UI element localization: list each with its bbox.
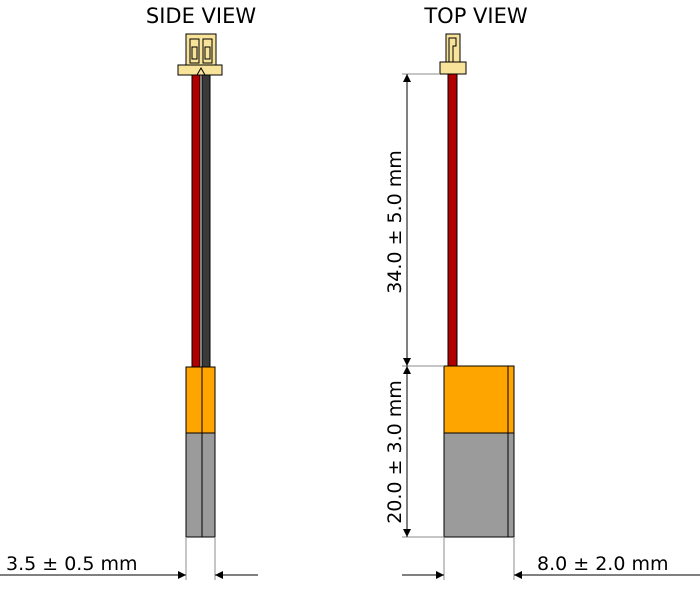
top-red-wire: [447, 73, 458, 367]
side-connector-housing: [185, 33, 217, 69]
side-view-title: SIDE VIEW: [146, 4, 256, 28]
top-view: 34.0 ± 5.0 mm 20.0 ± 3.0 mm 8.0 ± 2.0 mm: [384, 33, 700, 580]
top-connector-flange: [439, 61, 467, 75]
lead-length-dimension: 34.0 ± 5.0 mm: [384, 74, 411, 366]
side-red-wire: [191, 74, 201, 369]
thickness-label: 3.5 ± 0.5 mm: [6, 553, 138, 575]
side-cell-body: [185, 432, 216, 538]
body-length-dimension: 20.0 ± 3.0 mm: [384, 366, 411, 537]
top-pcm-wrap: [443, 365, 515, 434]
thickness-dimension: 3.5 ± 0.5 mm: [0, 553, 258, 579]
body-length-label: 20.0 ± 3.0 mm: [384, 380, 406, 524]
top-view-title: TOP VIEW: [423, 4, 528, 28]
top-cell-body: [443, 432, 515, 538]
top-connector: [439, 33, 467, 75]
lead-length-label: 34.0 ± 5.0 mm: [384, 150, 406, 294]
side-pcm-wrap: [185, 366, 216, 434]
width-dimension: 8.0 ± 2.0 mm: [402, 553, 700, 579]
width-label: 8.0 ± 2.0 mm: [537, 553, 669, 575]
side-connector: [177, 33, 223, 76]
side-black-wire: [201, 74, 211, 369]
side-view: 3.5 ± 0.5 mm: [0, 33, 258, 580]
